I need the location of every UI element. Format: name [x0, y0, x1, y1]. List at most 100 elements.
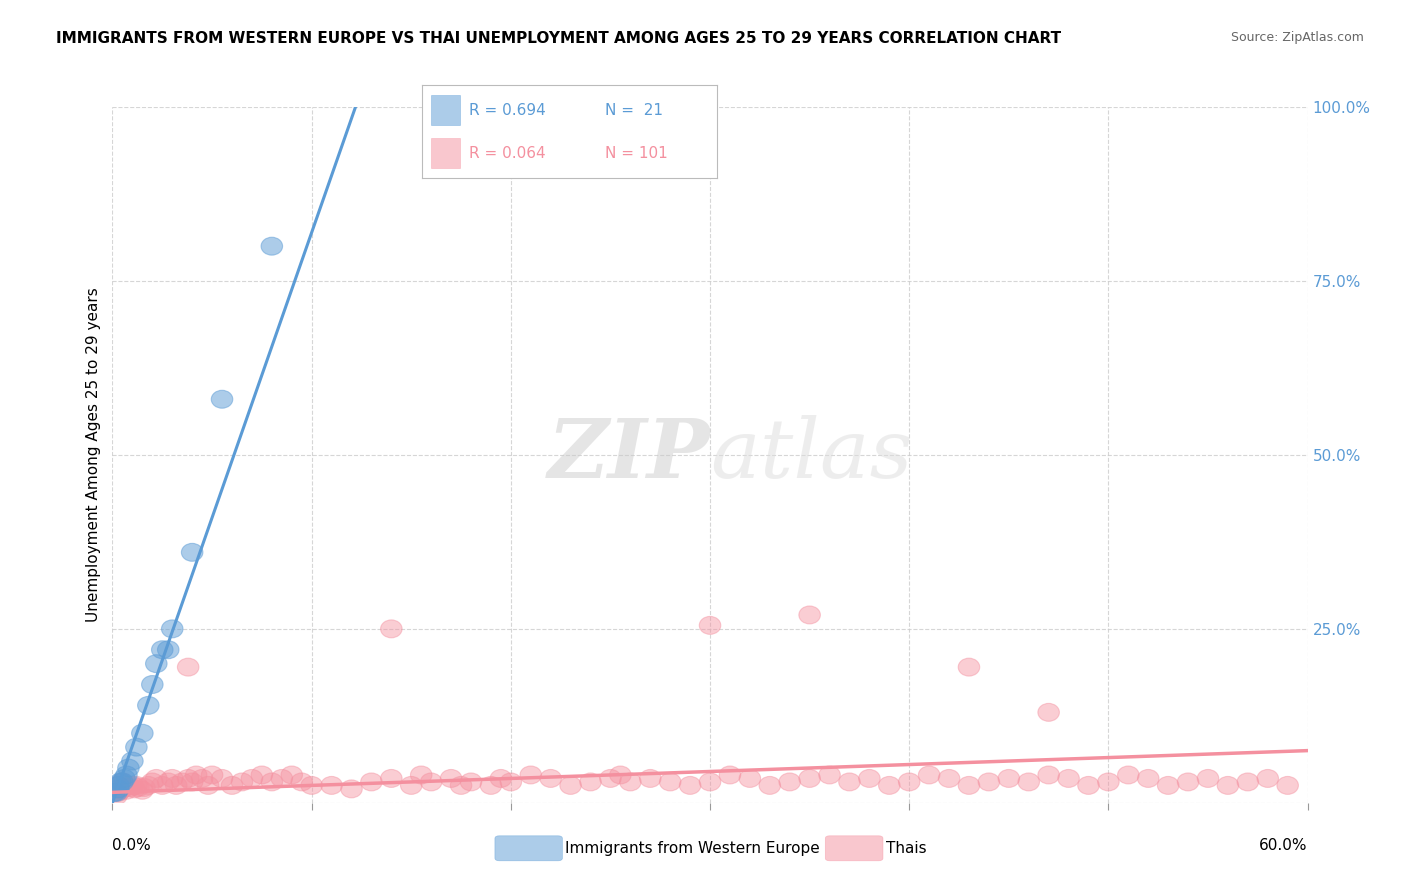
Ellipse shape	[221, 776, 243, 795]
Ellipse shape	[211, 770, 233, 788]
Y-axis label: Unemployment Among Ages 25 to 29 years: Unemployment Among Ages 25 to 29 years	[86, 287, 101, 623]
Ellipse shape	[381, 620, 402, 638]
Bar	[430, 138, 460, 168]
Text: R = 0.064: R = 0.064	[470, 145, 546, 161]
Ellipse shape	[1177, 773, 1199, 791]
Ellipse shape	[108, 780, 129, 797]
Ellipse shape	[640, 770, 661, 788]
Ellipse shape	[125, 776, 148, 795]
Ellipse shape	[1018, 773, 1039, 791]
Text: ZIP: ZIP	[547, 415, 710, 495]
Ellipse shape	[460, 773, 482, 791]
Bar	[430, 95, 460, 125]
Ellipse shape	[799, 770, 820, 788]
Ellipse shape	[839, 773, 860, 791]
Ellipse shape	[125, 739, 148, 756]
Ellipse shape	[110, 773, 131, 791]
Ellipse shape	[191, 770, 212, 788]
Ellipse shape	[122, 776, 143, 795]
Ellipse shape	[281, 766, 302, 784]
Ellipse shape	[979, 773, 1000, 791]
Text: 60.0%: 60.0%	[1260, 838, 1308, 853]
Text: 0.0%: 0.0%	[112, 838, 152, 853]
Ellipse shape	[481, 776, 502, 795]
Ellipse shape	[1057, 770, 1080, 788]
Ellipse shape	[998, 770, 1019, 788]
Ellipse shape	[659, 773, 681, 791]
Ellipse shape	[197, 776, 219, 795]
Ellipse shape	[1277, 776, 1298, 795]
Ellipse shape	[420, 773, 441, 791]
Ellipse shape	[146, 655, 167, 673]
Ellipse shape	[959, 658, 980, 676]
Ellipse shape	[142, 675, 163, 693]
Ellipse shape	[177, 658, 198, 676]
Ellipse shape	[411, 766, 432, 784]
Ellipse shape	[600, 770, 621, 788]
Ellipse shape	[579, 773, 602, 791]
Ellipse shape	[1157, 776, 1178, 795]
Ellipse shape	[1098, 773, 1119, 791]
Ellipse shape	[105, 783, 127, 801]
Ellipse shape	[1038, 704, 1059, 722]
Ellipse shape	[779, 773, 800, 791]
Ellipse shape	[162, 620, 183, 638]
Ellipse shape	[898, 773, 920, 791]
Ellipse shape	[162, 770, 183, 788]
Ellipse shape	[501, 773, 522, 791]
Ellipse shape	[720, 766, 741, 784]
Ellipse shape	[401, 776, 422, 795]
Ellipse shape	[186, 766, 207, 784]
Ellipse shape	[291, 773, 312, 791]
Ellipse shape	[115, 766, 138, 784]
Ellipse shape	[620, 773, 641, 791]
Ellipse shape	[104, 783, 125, 801]
Ellipse shape	[111, 773, 134, 791]
Ellipse shape	[157, 640, 179, 658]
Ellipse shape	[1078, 776, 1099, 795]
Ellipse shape	[1038, 766, 1059, 784]
Ellipse shape	[122, 752, 143, 770]
Ellipse shape	[242, 770, 263, 788]
Ellipse shape	[262, 237, 283, 255]
Ellipse shape	[115, 781, 138, 799]
Ellipse shape	[172, 773, 193, 791]
Ellipse shape	[740, 770, 761, 788]
Ellipse shape	[271, 770, 292, 788]
Ellipse shape	[918, 766, 939, 784]
Ellipse shape	[938, 770, 960, 788]
Ellipse shape	[134, 779, 155, 797]
Ellipse shape	[138, 776, 159, 795]
Ellipse shape	[1198, 770, 1219, 788]
Ellipse shape	[211, 391, 233, 409]
Ellipse shape	[959, 776, 980, 795]
Ellipse shape	[111, 780, 134, 797]
Ellipse shape	[231, 773, 253, 791]
Ellipse shape	[491, 770, 512, 788]
Ellipse shape	[381, 770, 402, 788]
Ellipse shape	[450, 776, 472, 795]
Ellipse shape	[104, 783, 125, 801]
Text: Source: ZipAtlas.com: Source: ZipAtlas.com	[1230, 31, 1364, 45]
Ellipse shape	[118, 759, 139, 777]
Ellipse shape	[759, 776, 780, 795]
Ellipse shape	[166, 776, 187, 795]
Ellipse shape	[699, 616, 721, 634]
Ellipse shape	[138, 697, 159, 714]
Text: IMMIGRANTS FROM WESTERN EUROPE VS THAI UNEMPLOYMENT AMONG AGES 25 TO 29 YEARS CO: IMMIGRANTS FROM WESTERN EUROPE VS THAI U…	[56, 31, 1062, 46]
Ellipse shape	[132, 781, 153, 799]
Ellipse shape	[108, 783, 129, 801]
Ellipse shape	[699, 773, 721, 791]
Ellipse shape	[108, 776, 129, 795]
Ellipse shape	[262, 773, 283, 791]
Text: N = 101: N = 101	[605, 145, 668, 161]
Ellipse shape	[142, 773, 163, 791]
Ellipse shape	[146, 770, 167, 788]
Text: atlas: atlas	[710, 415, 912, 495]
Ellipse shape	[108, 776, 129, 795]
Ellipse shape	[799, 606, 820, 624]
Ellipse shape	[340, 780, 363, 797]
Ellipse shape	[152, 640, 173, 658]
Ellipse shape	[152, 776, 173, 795]
Ellipse shape	[128, 779, 149, 797]
